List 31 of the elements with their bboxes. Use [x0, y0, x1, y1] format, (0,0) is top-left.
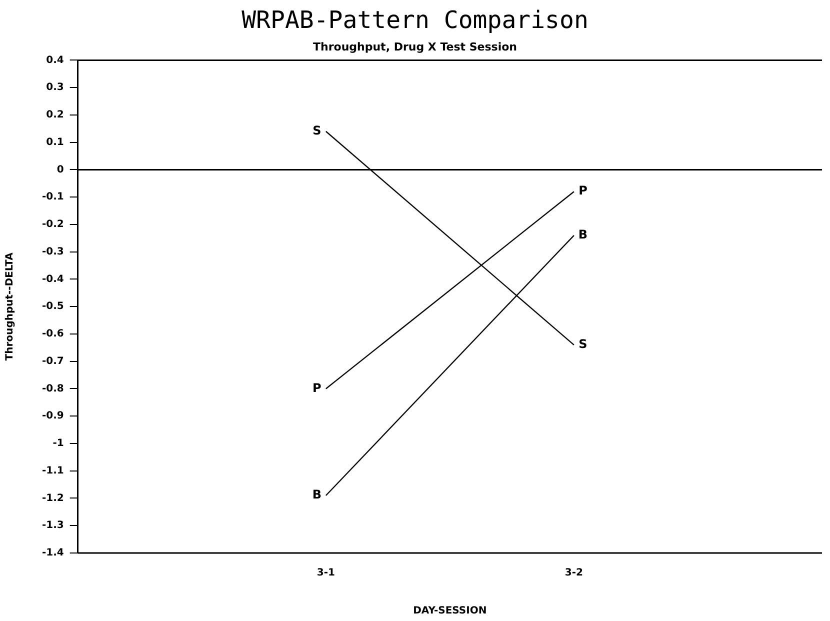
y-tick-label: -1.3: [42, 520, 64, 532]
y-tick-label: 0.1: [46, 136, 64, 148]
y-axis-title: Throughput--DELTA: [4, 252, 16, 361]
y-tick-label: -1.2: [42, 492, 64, 504]
y-tick-label: -0.7: [42, 356, 64, 367]
x-tick-label: 3-2: [564, 568, 584, 579]
series-label: P: [578, 184, 588, 198]
y-tick-label: 0: [56, 164, 64, 176]
series-label: B: [578, 228, 588, 242]
y-tick-label: -1: [52, 438, 64, 450]
y-tick-label: -0.1: [42, 192, 64, 203]
chart-subtitle: Throughput, Drug X Test Session: [313, 40, 517, 54]
y-tick-label: -1.1: [42, 465, 64, 476]
text: S: [312, 124, 322, 138]
y-tick-label: -0.3: [42, 246, 64, 258]
y-tick-label: -0.5: [42, 301, 64, 312]
x-tick-label: 3-1: [316, 568, 335, 579]
y-tick-label: -0.2: [42, 219, 64, 230]
y-tick-label: 0.3: [46, 82, 64, 94]
text: P: [312, 380, 322, 395]
y-tick-label: -0.9: [42, 410, 64, 422]
y-tick-label: -1.4: [42, 548, 64, 559]
y-tick-label: 0.2: [46, 110, 64, 121]
y-tick-label: -0.6: [42, 328, 64, 340]
x-axis-title: DAY-SESSION: [413, 606, 487, 617]
y-tick-label: -0.8: [42, 383, 64, 394]
series-label: S: [578, 337, 588, 352]
text: B: [312, 488, 322, 502]
y-tick-label: 0.4: [46, 54, 64, 66]
chart-title: WRPAB-Pattern Comparison: [240, 6, 590, 34]
y-tick-label: -0.4: [42, 274, 64, 285]
